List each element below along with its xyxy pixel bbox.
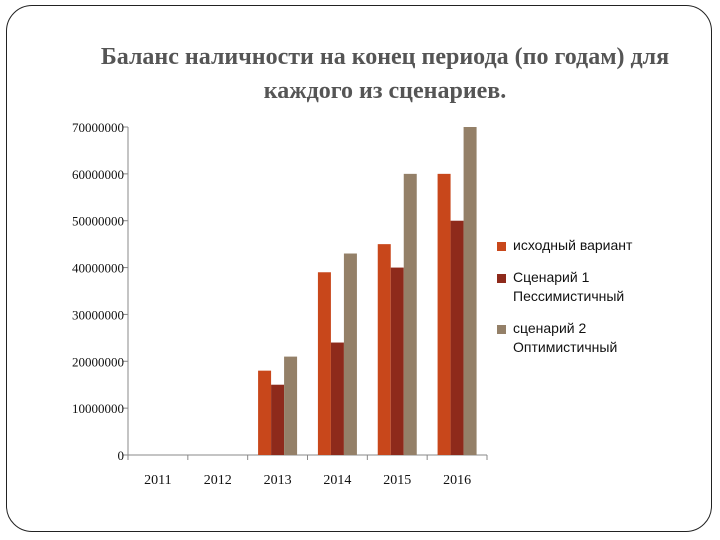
bar xyxy=(258,370,272,455)
bar xyxy=(317,272,331,455)
slide-frame xyxy=(6,5,712,532)
x-tick-label: 2012 xyxy=(204,473,232,488)
bar xyxy=(450,220,464,455)
y-tick-label: 30000000 xyxy=(72,307,124,322)
y-tick-label: 20000000 xyxy=(72,354,124,369)
x-tick-label: 2014 xyxy=(323,473,351,488)
chart-title: Баланс наличности на конец периода (по г… xyxy=(100,44,670,104)
y-tick-label: 50000000 xyxy=(72,214,124,229)
x-tick-label: 2011 xyxy=(144,473,171,488)
bar xyxy=(463,127,477,455)
legend-swatch xyxy=(497,242,506,251)
legend-label: сценарий 2 Оптимистичный xyxy=(513,320,618,355)
legend-item: исходный вариант xyxy=(497,236,687,255)
legend-label: Сценарий 1 Пессимистичный xyxy=(513,269,625,304)
legend-swatch xyxy=(497,274,506,283)
bar xyxy=(390,267,404,455)
bar xyxy=(284,356,298,455)
x-tick-label: 2013 xyxy=(264,473,292,488)
legend-item: сценарий 2 Оптимистичный xyxy=(497,319,638,357)
bar xyxy=(271,384,285,455)
bar xyxy=(343,253,357,455)
bar xyxy=(330,342,344,455)
y-tick-label: 0 xyxy=(118,448,125,463)
bar xyxy=(437,173,451,455)
y-tick-label: 40000000 xyxy=(72,261,124,276)
y-tick-label: 70000000 xyxy=(72,120,124,135)
x-tick-label: 2016 xyxy=(443,473,471,488)
bar xyxy=(377,244,391,455)
y-tick-label: 10000000 xyxy=(72,401,124,416)
y-tick-label: 60000000 xyxy=(72,167,124,182)
x-tick-label: 2015 xyxy=(383,473,411,488)
legend-label: исходный вариант xyxy=(513,237,633,253)
bar xyxy=(403,173,417,455)
legend-item: Сценарий 1 Пессимистичный xyxy=(497,268,638,306)
legend-swatch xyxy=(497,325,506,334)
chart-legend: исходный вариант Сценарий 1 Пессимистичны… xyxy=(497,236,687,370)
